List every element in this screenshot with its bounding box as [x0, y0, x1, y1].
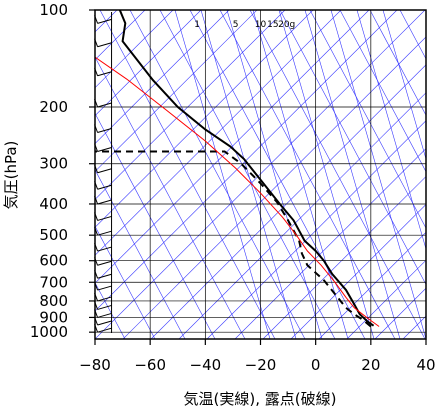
wind-barb: [97, 215, 112, 221]
isotherm-line: [262, 176, 426, 339]
y-tick-label: 600: [39, 252, 68, 270]
mixing-ratio-label: 20g: [278, 20, 295, 30]
isotherm-line: [234, 148, 426, 339]
parcel-line: [95, 56, 380, 327]
isotherm-line: [402, 315, 426, 339]
x-tick-label: −60: [134, 356, 166, 374]
isotherm-line: [95, 10, 426, 339]
x-tick-label: 0: [311, 356, 321, 374]
wind-barb: [97, 168, 112, 174]
dewpoint-line: [95, 150, 372, 328]
isotherm-line: [290, 203, 426, 339]
wind-barb: [97, 71, 112, 77]
wind-barb: [97, 312, 112, 318]
y-tick-label: 300: [39, 155, 68, 173]
adiabat-line: [430, 10, 436, 339]
isotherm-line: [206, 120, 426, 339]
mixing-ratio-line: [304, 10, 401, 339]
y-axis-title: 気圧(hPa): [2, 141, 20, 210]
wind-barb: [97, 128, 112, 133]
wind-barb: [97, 230, 112, 236]
wind-barb: [97, 184, 112, 190]
adiabat-line: [339, 10, 426, 173]
adiabat-line: [95, 169, 186, 339]
adiabat-line: [189, 10, 366, 339]
adiabat-line: [129, 10, 306, 339]
isotherm-line: [122, 36, 426, 339]
mixing-ratio-line: [330, 10, 426, 339]
temperature-line: [118, 10, 375, 327]
y-tick-label: 800: [39, 292, 68, 310]
mixing-ratio-line: [174, 10, 271, 339]
y-tick-label: 900: [39, 308, 68, 326]
wind-barb: [97, 147, 112, 153]
mixing-ratio-line: [356, 10, 426, 251]
mixing-ratio-label: 5: [233, 20, 239, 30]
wind-barb: [97, 260, 112, 266]
mixing-ratio-line: [200, 10, 297, 339]
wind-barbs: [94, 12, 113, 333]
y-tick-label: 700: [39, 273, 68, 291]
mixing-ratio-label: 1: [194, 20, 200, 30]
wind-barb: [97, 102, 112, 108]
isotherm-line: [346, 259, 426, 339]
adiabat-line: [279, 10, 426, 286]
isotherm-line: [431, 10, 436, 339]
x-tick-label: −20: [245, 356, 277, 374]
adiabat-line: [219, 10, 396, 339]
y-tick-label: 400: [39, 195, 68, 213]
isotherm-line: [95, 10, 258, 172]
isotherm-line: [95, 10, 342, 256]
adiabat-line: [159, 10, 336, 339]
isotherm-line: [95, 10, 370, 284]
isotherm-line: [374, 287, 426, 339]
adiabat-line: [249, 10, 426, 339]
adiabat-line: [399, 10, 426, 60]
isotherm-line: [178, 92, 426, 339]
isotherm-line: [95, 10, 174, 89]
isotherm-line: [95, 10, 230, 145]
wind-barb: [97, 296, 112, 302]
x-axis-title: 気温(実線), 露点(破線): [184, 390, 337, 408]
wind-barb: [97, 320, 112, 326]
isotherm-line: [95, 10, 202, 117]
isotherm-line: [318, 231, 426, 339]
mixing-ratio-labels: 1 5 10 15 20g: [194, 20, 295, 30]
wind-barb: [97, 246, 112, 252]
mixing-ratio-line: [226, 10, 323, 339]
wind-barb: [97, 273, 112, 279]
adiabat-line: [95, 225, 156, 339]
mixing-ratio-label: 15: [267, 20, 278, 30]
wind-barb: [97, 304, 112, 310]
wind-barb: [97, 285, 112, 291]
wind-barb: [97, 327, 112, 333]
isotherm-line: [95, 10, 286, 200]
mixing-ratio-line: [278, 10, 375, 339]
wind-barb: [97, 18, 112, 24]
series-lines: [95, 10, 380, 328]
isotherm-line: [95, 10, 314, 228]
y-tick-label: 1000: [30, 323, 68, 341]
x-tick-label: 20: [361, 356, 380, 374]
y-tick-label: 500: [39, 226, 68, 244]
wind-barb: [97, 199, 112, 205]
x-tick-label: −80: [79, 356, 111, 374]
adiabat-line: [369, 10, 426, 116]
isotherm-line: [95, 10, 398, 312]
mixing-ratio-line: [252, 10, 349, 339]
x-ticks: −80 −60 −40 −20 0 20 40: [79, 339, 436, 374]
y-tick-label: 200: [39, 98, 68, 116]
wind-barb: [97, 42, 112, 48]
x-tick-label: 40: [416, 356, 435, 374]
adiabat-line: [309, 10, 426, 229]
mixing-ratio-line: [382, 10, 426, 160]
adiabat-line: [95, 56, 246, 339]
x-tick-label: −40: [190, 356, 222, 374]
mixing-ratio-label: 10: [255, 20, 267, 30]
adiabat-line: [99, 10, 276, 339]
y-tick-label: 100: [39, 1, 68, 19]
adiabat-line: [95, 112, 216, 339]
